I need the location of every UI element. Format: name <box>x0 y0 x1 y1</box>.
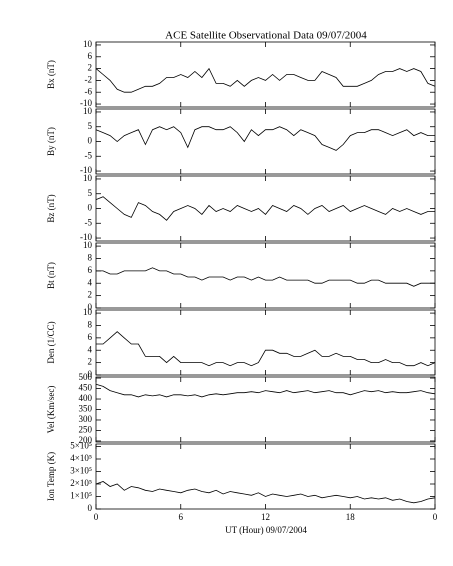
y-tick-label: 5 <box>88 188 93 198</box>
y-tick-label: 400 <box>79 393 93 403</box>
panel-frame <box>95 175 436 242</box>
y-tick-label: 8 <box>88 253 93 263</box>
data-line <box>95 481 436 504</box>
y-axis-label: Bx (nT) <box>46 60 56 89</box>
y-tick-label: -5 <box>85 150 93 160</box>
y-tick-label: 0 <box>88 369 93 379</box>
y-tick-label: 2×10⁵ <box>70 478 92 488</box>
y-tick-label: 5 <box>88 121 93 131</box>
y-tick-label: 10 <box>83 39 93 49</box>
y-tick-label: 5×10⁵ <box>70 441 92 451</box>
y-tick-label: 2 <box>88 290 93 300</box>
y-tick-label: 300 <box>79 414 93 424</box>
y-tick-label: -6 <box>85 86 93 96</box>
y-tick-label: 4×10⁵ <box>70 453 92 463</box>
y-tick-label: 500 <box>79 372 93 382</box>
data-line <box>96 331 436 367</box>
y-tick-label: 0 <box>88 136 93 146</box>
x-tick-label: 6 <box>179 512 184 522</box>
y-tick-label: 2 <box>88 63 93 73</box>
y-tick-label: 2 <box>88 357 93 367</box>
y-axis-label: Vel (Km/sec) <box>46 386 56 434</box>
x-axis-label: UT (Hour) 09/07/2004 <box>225 525 307 535</box>
x-tick-label: 0 <box>433 512 438 522</box>
y-tick-label: 0 <box>88 302 93 312</box>
data-line <box>96 267 435 287</box>
y-tick-label: 4 <box>88 344 93 354</box>
y-tick-label: 1×10⁵ <box>70 491 92 501</box>
y-axis-label: Bt (nT) <box>46 262 56 289</box>
y-tick-label: -10 <box>80 232 92 242</box>
x-tick-label: 0 <box>94 512 99 522</box>
panel-frame <box>95 443 436 510</box>
panel-frame <box>95 309 436 376</box>
data-line <box>95 196 435 221</box>
y-axis-label: By (nT) <box>46 127 56 156</box>
y-tick-label: 4 <box>88 277 93 287</box>
y-axis-label: Bz (nT) <box>46 194 56 222</box>
y-tick-label: 200 <box>79 435 93 445</box>
data-line <box>95 126 435 151</box>
y-tick-label: -5 <box>85 217 93 227</box>
y-tick-label: 0 <box>88 203 93 213</box>
y-tick-label: 8 <box>88 320 93 330</box>
y-tick-label: 250 <box>79 425 93 435</box>
y-tick-label: 6 <box>88 51 93 61</box>
y-tick-label: -10 <box>80 98 92 108</box>
y-tick-label: -2 <box>85 74 93 84</box>
y-tick-label: 10 <box>83 307 93 317</box>
y-tick-label: 3×10⁵ <box>70 466 92 476</box>
y-tick-label: 10 <box>83 106 93 116</box>
panel-frame <box>95 41 436 108</box>
y-tick-label: 10 <box>83 173 93 183</box>
y-tick-label: 450 <box>79 383 93 393</box>
panel-frame <box>95 376 436 443</box>
panel-frame <box>95 242 436 309</box>
y-tick-label: -10 <box>80 165 92 175</box>
y-axis-label: Ion Temp (K) <box>46 452 56 501</box>
y-axis-label: Den (1/CC) <box>46 321 56 363</box>
y-tick-label: 6 <box>88 265 93 275</box>
y-tick-label: 10 <box>83 240 93 250</box>
data-line <box>95 67 436 93</box>
x-tick-label: 12 <box>261 512 270 522</box>
y-tick-label: 6 <box>88 332 93 342</box>
y-tick-label: 350 <box>79 404 93 414</box>
data-line <box>95 383 436 398</box>
x-tick-label: 18 <box>346 512 356 522</box>
chart-title: ACE Satellite Observational Data 09/07/2… <box>165 30 367 42</box>
y-tick-label: 0 <box>88 503 93 513</box>
